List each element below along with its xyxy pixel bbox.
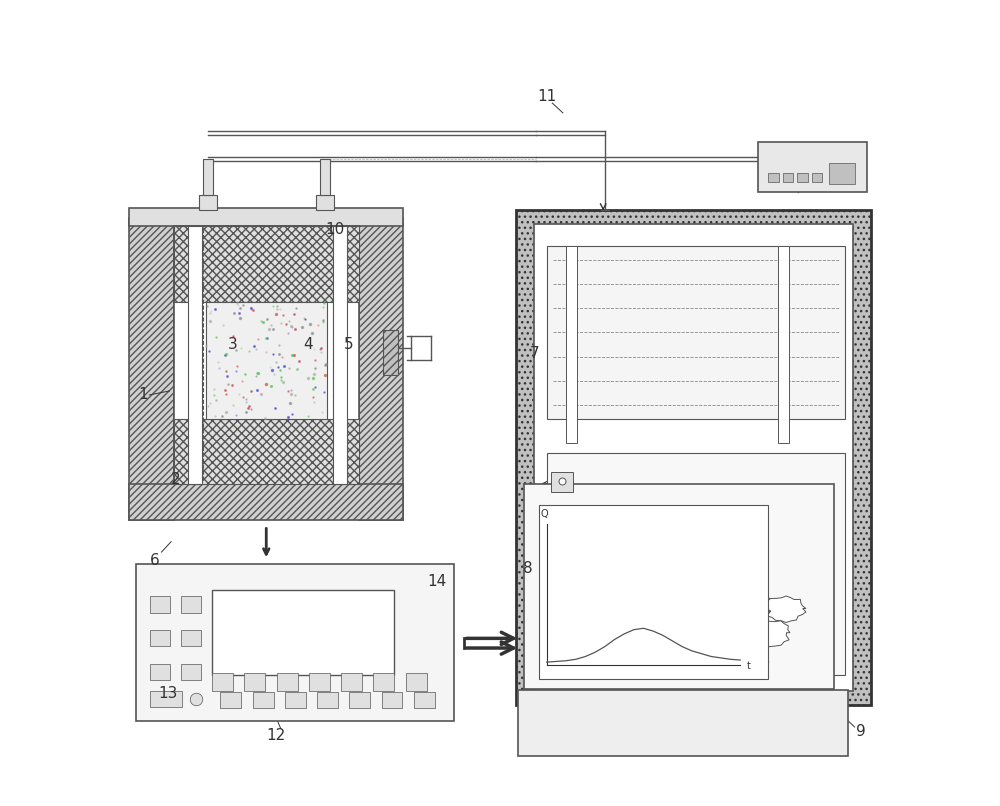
Polygon shape <box>645 649 689 678</box>
Bar <box>317 692 338 708</box>
Bar <box>285 692 306 708</box>
Polygon shape <box>626 625 674 654</box>
Text: 13: 13 <box>158 686 178 700</box>
Polygon shape <box>767 596 806 622</box>
Polygon shape <box>679 642 731 675</box>
Polygon shape <box>732 590 776 620</box>
Polygon shape <box>642 578 702 621</box>
Polygon shape <box>690 593 740 626</box>
Bar <box>382 692 402 708</box>
Bar <box>188 226 202 484</box>
Bar <box>333 226 347 484</box>
Bar <box>812 173 822 182</box>
Polygon shape <box>729 650 769 675</box>
Bar <box>534 224 853 691</box>
Bar <box>778 246 789 443</box>
Bar <box>150 596 170 613</box>
Bar <box>212 673 233 691</box>
Polygon shape <box>748 621 790 646</box>
Text: 14: 14 <box>428 575 447 589</box>
Bar <box>129 208 403 226</box>
Bar <box>150 664 170 680</box>
Bar <box>524 484 834 689</box>
Text: 7: 7 <box>530 346 539 360</box>
Text: 9: 9 <box>856 725 866 739</box>
Polygon shape <box>598 650 651 679</box>
Text: 4: 4 <box>303 338 313 352</box>
Text: Q: Q <box>541 509 548 519</box>
Text: 1: 1 <box>138 388 148 402</box>
Bar <box>316 195 334 210</box>
Bar <box>768 173 779 182</box>
Bar <box>181 664 201 680</box>
Text: 10: 10 <box>325 222 344 237</box>
Bar <box>277 673 298 691</box>
Polygon shape <box>591 617 629 650</box>
Bar <box>150 630 170 646</box>
Bar <box>758 142 867 192</box>
Polygon shape <box>604 590 659 628</box>
Bar <box>359 218 403 520</box>
Bar <box>309 673 330 691</box>
Text: 5: 5 <box>344 338 353 352</box>
Bar <box>253 692 274 708</box>
Bar <box>212 590 394 675</box>
Bar <box>320 159 330 195</box>
Bar <box>829 163 855 184</box>
Bar <box>539 505 768 679</box>
Text: 2: 2 <box>171 472 181 487</box>
Bar <box>783 173 793 182</box>
Bar <box>136 564 454 721</box>
Bar <box>220 692 241 708</box>
Bar <box>547 246 845 419</box>
Bar <box>518 690 848 756</box>
Text: 12: 12 <box>266 728 286 742</box>
Polygon shape <box>568 584 617 617</box>
Bar <box>244 673 265 691</box>
Bar <box>414 692 435 708</box>
Text: t: t <box>746 661 750 671</box>
Text: 11: 11 <box>537 89 556 104</box>
Polygon shape <box>659 613 718 648</box>
Bar <box>129 218 174 520</box>
Bar <box>174 419 359 484</box>
Bar <box>206 302 327 419</box>
Bar <box>373 673 394 691</box>
Text: 6: 6 <box>150 553 160 567</box>
Bar <box>349 692 370 708</box>
Bar <box>150 691 182 707</box>
Bar <box>341 673 362 691</box>
Bar <box>551 472 573 492</box>
Text: 3: 3 <box>228 338 237 352</box>
Bar <box>203 159 213 195</box>
Bar <box>797 173 808 182</box>
Polygon shape <box>708 621 755 651</box>
Bar <box>174 226 359 302</box>
Text: 8: 8 <box>523 561 533 575</box>
Bar <box>181 630 201 646</box>
Polygon shape <box>562 611 599 638</box>
Bar <box>383 330 398 375</box>
Bar <box>547 453 845 675</box>
Bar <box>199 195 217 210</box>
Bar <box>181 596 201 613</box>
Bar <box>406 673 427 691</box>
Bar <box>129 484 403 520</box>
Bar <box>566 246 577 443</box>
Bar <box>516 210 871 705</box>
Bar <box>174 226 359 484</box>
